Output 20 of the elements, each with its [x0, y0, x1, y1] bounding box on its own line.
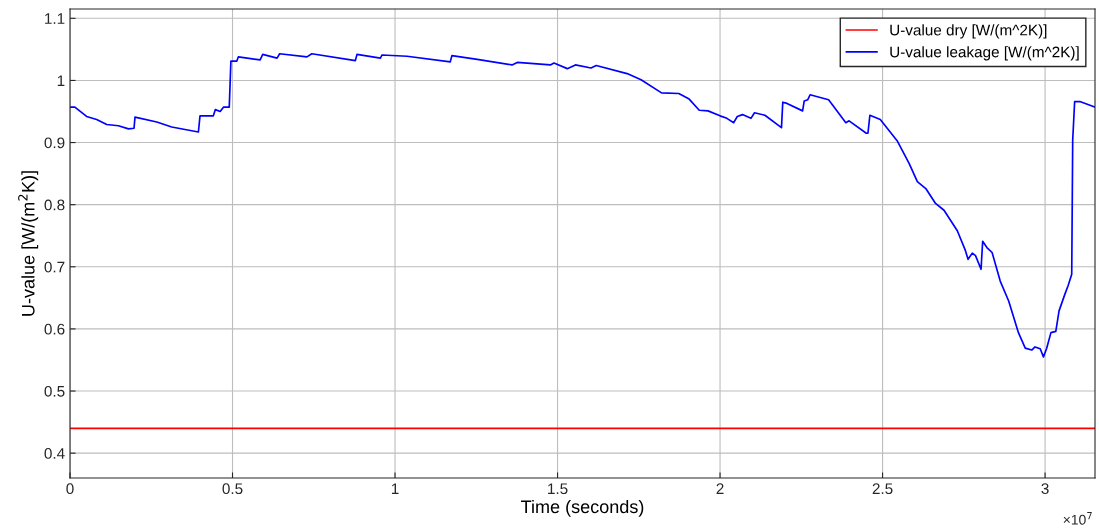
- x-tick-label: 3: [1041, 483, 1049, 495]
- x-tick-label: 1: [391, 483, 399, 494]
- y-tick-label: 0.9: [44, 137, 65, 149]
- y-tick-label: 0.7: [44, 261, 65, 273]
- y-tick-label: 0.5: [44, 385, 65, 397]
- x-tick-label: 2: [716, 483, 724, 494]
- legend-label: U-value leakage [W/(m^2K)]: [890, 46, 1079, 61]
- x-tick-label: 2.5: [872, 483, 893, 495]
- x-tick-label: 0: [66, 483, 74, 495]
- y-tick-label: 0.4: [44, 448, 65, 459]
- y-tick-label: 0.6: [44, 323, 65, 335]
- y-tick-label: 1: [57, 75, 65, 86]
- x-axis-title: Time (seconds): [521, 499, 644, 517]
- x-tick-label: 0.5: [222, 483, 243, 495]
- y-tick-label: 1.1: [45, 13, 65, 24]
- text: ×10$^{7}$: [1063, 512, 1092, 525]
- legend-label: U-value dry [W/(m^2K)]: [890, 24, 1047, 39]
- x-tick-label: 1.5: [548, 483, 568, 495]
- y-axis-title: U-value [W/(m$^{2}$K)]: [18, 171, 39, 316]
- y-tick-label: 0.8: [44, 199, 65, 211]
